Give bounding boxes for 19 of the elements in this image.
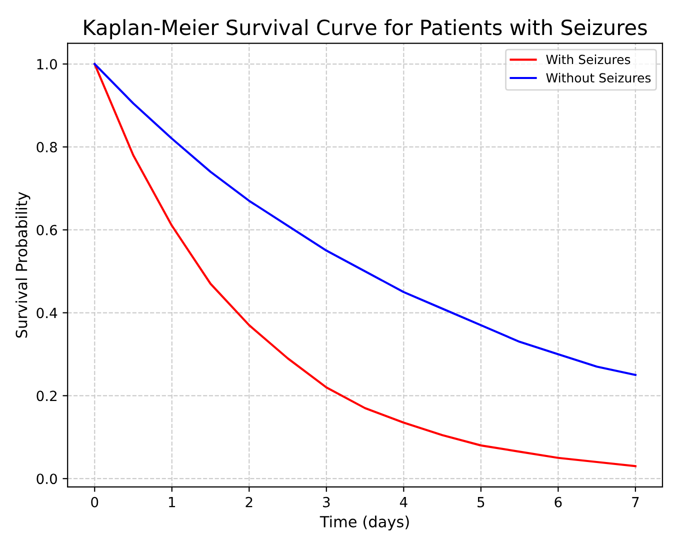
y-tick-label: 0.8: [36, 142, 57, 152]
x-tick-label: 6: [554, 496, 562, 508]
x-tick-label: 0: [91, 496, 98, 508]
legend-label: With Seizures: [546, 54, 630, 64]
x-tick-label: 7: [632, 497, 639, 508]
x-tick-label: 1: [169, 497, 176, 508]
chart-title: Kaplan-Meier Survival Curve for Patients with Seizures: [84, 19, 647, 40]
y-tick-label: 0.0: [36, 474, 57, 484]
y-axis-title: Survival Probability: [15, 192, 30, 338]
y-tick-label: 0.6: [36, 224, 58, 236]
y-tick-label: 0.2: [36, 390, 56, 402]
x-axis-title: Time (days): [320, 516, 409, 530]
legend-label: Without Seizures: [546, 72, 651, 83]
x-tick-label: 5: [478, 497, 484, 508]
y-tick-label: 0.4: [36, 308, 58, 318]
x-tick-label: 2: [246, 496, 252, 508]
x-tick-label: 3: [323, 496, 330, 508]
x-tick-label: 4: [400, 497, 408, 508]
y-tick-label: 1.0: [37, 58, 57, 70]
